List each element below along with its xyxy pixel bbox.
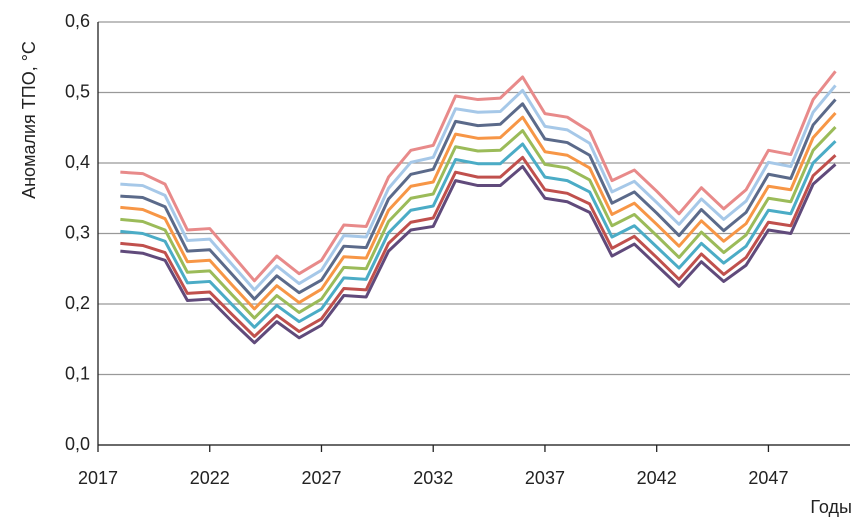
series-line	[120, 70, 837, 283]
series-line	[120, 84, 837, 292]
y-tick-label: 0,1	[65, 363, 90, 383]
x-tick-label: 2042	[637, 468, 677, 488]
y-tick-label: 0,0	[65, 434, 90, 454]
y-tick-label: 0,3	[65, 222, 90, 242]
y-tick-label: 0,5	[65, 81, 90, 101]
series-line	[120, 140, 837, 329]
series-line	[120, 111, 837, 311]
x-tick-label: 2047	[748, 468, 788, 488]
y-axis-label: Аномалия ТПО, °С	[19, 41, 39, 199]
x-axis-label: Годы	[810, 497, 852, 517]
x-tick-label: 2017	[78, 468, 118, 488]
x-tick-label: 2037	[525, 468, 565, 488]
series-line	[120, 126, 837, 320]
series-line	[120, 154, 837, 338]
y-tick-label: 0,2	[65, 293, 90, 313]
series-line	[120, 98, 837, 301]
series-line	[120, 163, 837, 345]
x-tick-label: 2032	[413, 468, 453, 488]
y-tick-label: 0,6	[65, 11, 90, 31]
x-tick-label: 2022	[190, 468, 230, 488]
x-tick-label: 2027	[301, 468, 341, 488]
y-tick-label: 0,4	[65, 152, 90, 172]
